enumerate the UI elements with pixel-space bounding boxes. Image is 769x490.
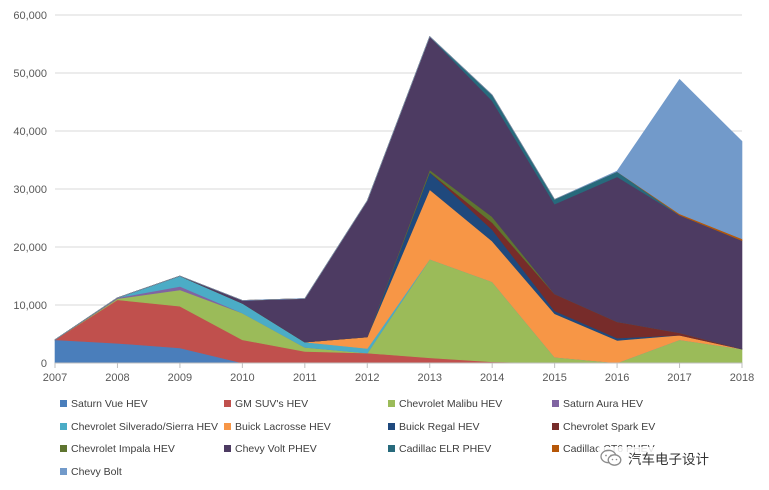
legend-swatch (552, 400, 559, 407)
watermark: 汽车电子设计 (598, 447, 711, 469)
watermark-text: 汽车电子设计 (628, 452, 709, 468)
legend-label: GM SUV's HEV (235, 398, 308, 410)
legend-label: Chevrolet Malibu HEV (399, 398, 502, 410)
x-tick-label: 2013 (417, 372, 441, 384)
legend-swatch (552, 423, 559, 430)
x-tick-label: 2017 (667, 372, 691, 384)
x-tick-label: 2009 (168, 372, 192, 384)
area-series-12 (54, 36, 743, 341)
legend-label: Saturn Aura HEV (563, 398, 643, 410)
legend-swatch (224, 400, 231, 407)
legend-label: Buick Regal HEV (399, 421, 480, 433)
x-tick-label: 2011 (293, 372, 317, 384)
x-tick-label: 2018 (730, 372, 754, 384)
x-tick-label: 2010 (230, 372, 254, 384)
x-tick-label: 2012 (355, 372, 379, 384)
legend-label: Buick Lacrosse HEV (235, 421, 331, 433)
legend-swatch (60, 400, 67, 407)
y-tick-label: 20,000 (13, 242, 47, 254)
y-tick-label: 60,000 (13, 10, 47, 22)
legend-label: Saturn Vue HEV (71, 398, 148, 410)
x-tick-label: 2007 (43, 372, 67, 384)
legend-swatch (60, 468, 67, 475)
y-tick-label: 40,000 (13, 126, 47, 138)
legend-label: Chevy Volt PHEV (235, 443, 317, 455)
x-tick-label: 2008 (105, 372, 129, 384)
legend-swatch (60, 445, 67, 452)
legend-label: Chevrolet Silverado/Sierra HEV (71, 421, 218, 433)
y-tick-label: 0 (41, 358, 47, 370)
legend-swatch (388, 445, 395, 452)
y-tick-label: 50,000 (13, 68, 47, 80)
legend-swatch (388, 423, 395, 430)
x-tick-label: 2015 (542, 372, 566, 384)
legend-swatch (552, 445, 559, 452)
legend-swatch (224, 445, 231, 452)
legend-label: Chevrolet Spark EV (563, 421, 655, 433)
x-tick-label: 2014 (480, 372, 504, 384)
x-tick-label: 2016 (605, 372, 629, 384)
y-tick-label: 10,000 (13, 300, 47, 312)
y-tick-label: 30,000 (13, 184, 47, 196)
legend-swatch (60, 423, 67, 430)
legend-label: Chevrolet Impala HEV (71, 443, 175, 455)
legend-label: Cadillac ELR PHEV (399, 443, 491, 455)
legend-swatch (224, 423, 231, 430)
wechat-icon (600, 449, 622, 466)
legend-label: Chevy Bolt (71, 466, 122, 478)
legend-swatch (388, 400, 395, 407)
